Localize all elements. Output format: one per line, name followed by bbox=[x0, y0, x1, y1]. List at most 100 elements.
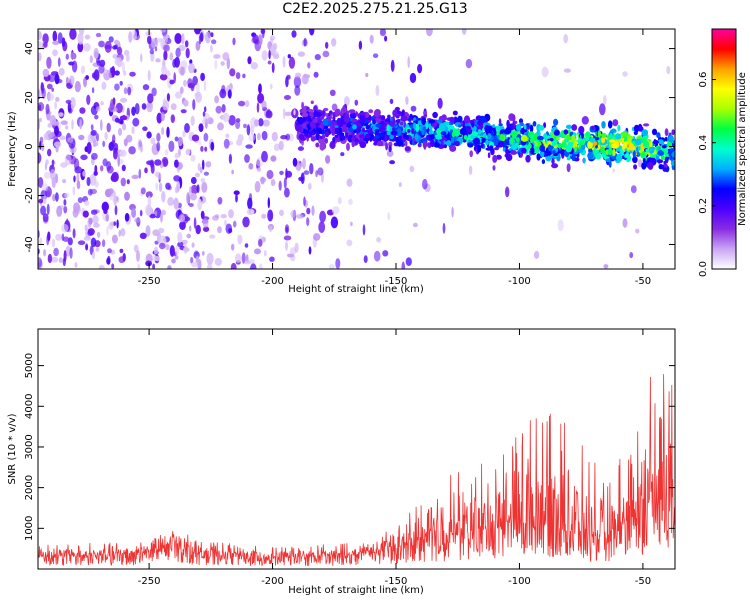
noise-blob bbox=[258, 118, 264, 127]
noise-blob bbox=[46, 83, 53, 90]
noise-blob bbox=[102, 158, 108, 167]
noise-blob bbox=[405, 257, 412, 266]
noise-blob bbox=[82, 170, 86, 177]
signal-blob bbox=[534, 146, 539, 150]
noise-blob bbox=[217, 122, 224, 131]
noise-blob bbox=[173, 197, 179, 210]
signal-blob bbox=[611, 143, 618, 149]
noise-blob bbox=[198, 34, 202, 45]
signal-blob bbox=[485, 139, 489, 146]
noise-blob bbox=[64, 125, 69, 130]
noise-blob bbox=[55, 192, 59, 202]
noise-blob bbox=[89, 188, 97, 195]
noise-blob bbox=[87, 228, 95, 236]
noise-blob bbox=[152, 253, 156, 263]
signal-blob bbox=[338, 127, 343, 135]
noise-blob bbox=[52, 30, 58, 42]
signal-blob bbox=[368, 136, 373, 141]
signal-blob bbox=[394, 106, 400, 111]
noise-blob bbox=[116, 219, 119, 229]
noise-blob bbox=[202, 251, 205, 256]
signal-blob bbox=[388, 145, 392, 153]
signal-blob bbox=[663, 160, 667, 165]
noise-blob bbox=[38, 177, 44, 188]
signal-blob bbox=[611, 128, 616, 133]
noise-blob bbox=[51, 159, 55, 167]
noise-blob bbox=[335, 258, 341, 269]
noise-blob bbox=[156, 112, 163, 124]
noise-blob bbox=[38, 88, 42, 99]
snr-series-line bbox=[38, 374, 675, 567]
signal-blob bbox=[585, 135, 590, 142]
noise-blob bbox=[180, 109, 187, 114]
noise-blob bbox=[91, 72, 98, 79]
noise-blob bbox=[389, 98, 394, 104]
noise-blob bbox=[158, 182, 163, 192]
noise-blob bbox=[303, 170, 310, 175]
noise-blob bbox=[666, 65, 671, 75]
noise-blob bbox=[185, 47, 190, 59]
noise-blob bbox=[111, 171, 119, 183]
noise-blob bbox=[362, 224, 366, 236]
noise-blob bbox=[297, 51, 306, 57]
noise-blob bbox=[622, 218, 628, 228]
noise-blob bbox=[152, 263, 155, 269]
noise-blob bbox=[114, 205, 118, 216]
noise-blob bbox=[184, 40, 189, 48]
noise-blob bbox=[409, 72, 417, 84]
signal-blob bbox=[329, 110, 333, 115]
signal-blob bbox=[516, 137, 520, 143]
signal-blob bbox=[499, 133, 504, 141]
spectrogram-xtick-label: -100 bbox=[508, 276, 531, 287]
noise-blob bbox=[267, 60, 272, 65]
signal-blob bbox=[633, 130, 638, 136]
noise-blob bbox=[162, 100, 170, 111]
noise-blob bbox=[166, 93, 170, 102]
signal-blob bbox=[498, 140, 505, 148]
signal-blob bbox=[299, 129, 303, 133]
noise-blob bbox=[228, 209, 234, 219]
signal-blob bbox=[459, 128, 467, 135]
noise-blob bbox=[165, 34, 168, 43]
noise-blob bbox=[329, 89, 336, 97]
noise-blob bbox=[260, 29, 266, 35]
noise-blob bbox=[581, 116, 589, 125]
noise-blob bbox=[119, 80, 123, 86]
signal-blob bbox=[440, 131, 447, 136]
noise-blob bbox=[177, 136, 183, 147]
noise-blob bbox=[147, 195, 152, 207]
noise-blob bbox=[51, 177, 56, 188]
noise-blob bbox=[61, 223, 69, 233]
signal-blob bbox=[415, 123, 420, 132]
noise-blob bbox=[196, 82, 200, 95]
noise-blob bbox=[103, 209, 108, 215]
noise-blob bbox=[204, 31, 211, 44]
noise-blob bbox=[203, 171, 209, 176]
noise-blob bbox=[201, 159, 205, 170]
noise-blob bbox=[244, 100, 250, 108]
spectrogram-xtick-label: -150 bbox=[385, 276, 408, 287]
signal-blob bbox=[473, 137, 480, 145]
noise-blob bbox=[43, 249, 47, 257]
noise-blob bbox=[284, 187, 290, 198]
noise-blob bbox=[563, 68, 572, 73]
noise-blob bbox=[190, 256, 194, 264]
noise-blob bbox=[197, 259, 202, 269]
signal-blob bbox=[485, 147, 493, 151]
noise-blob bbox=[235, 193, 238, 203]
noise-blob bbox=[98, 40, 105, 48]
signal-blob bbox=[525, 123, 530, 128]
noise-blob bbox=[247, 197, 253, 210]
signal-blob bbox=[368, 109, 374, 114]
noise-blob bbox=[261, 100, 267, 110]
signal-blob bbox=[404, 140, 408, 147]
noise-blob bbox=[293, 76, 302, 88]
signal-blob bbox=[525, 154, 531, 163]
signal-blob bbox=[465, 125, 472, 132]
noise-blob bbox=[389, 160, 395, 165]
noise-blob bbox=[390, 59, 395, 72]
noise-blob bbox=[107, 248, 112, 254]
noise-blob bbox=[401, 261, 406, 269]
noise-blob bbox=[55, 96, 60, 102]
